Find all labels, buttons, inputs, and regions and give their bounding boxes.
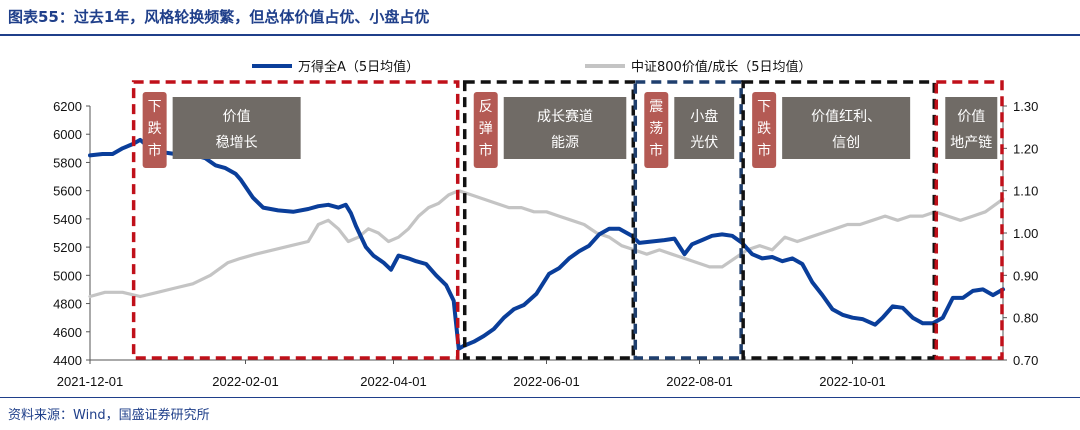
theme-label-line: 价值 (223, 109, 251, 125)
x-tick-label: 2022-10-01 (819, 374, 886, 389)
x-tick-label: 2022-06-01 (513, 374, 580, 389)
trend-label-char: 下 (757, 99, 771, 115)
theme-label-line: 地产链 (950, 135, 992, 151)
legend-label: 万得全A（5日均值） (298, 59, 419, 75)
theme-label-line: 能源 (551, 135, 579, 151)
series-line-wind-all-a (88, 137, 1005, 351)
trend-label-char: 市 (757, 142, 771, 159)
source-note: 资料来源：Wind，国盛证券研究所 (8, 408, 210, 423)
theme-label-box (674, 97, 735, 159)
phase-box (741, 80, 937, 360)
trend-label-box (752, 92, 777, 168)
trend-label-char: 荡 (649, 121, 663, 137)
y-left-tick-label: 5800 (53, 155, 82, 170)
theme-label-line: 价值红利、 (811, 109, 881, 125)
trend-label-char: 市 (649, 142, 663, 159)
y-right-tick-label: 0.90 (1013, 268, 1038, 283)
phase-box (131, 80, 460, 360)
x-tick-label: 2021-12-01 (57, 374, 124, 389)
theme-label-box (503, 97, 627, 159)
legend: 万得全A（5日均值） 中证800价值/成长（5日均值） (252, 59, 811, 75)
theme-label-line: 小盘 (690, 108, 718, 125)
phase-box (633, 80, 743, 360)
y-right-tick-label: 0.80 (1013, 311, 1038, 326)
theme-label-line: 信创 (832, 135, 860, 151)
trend-label-char: 震 (649, 99, 663, 115)
y-left-tick-label: 5600 (53, 184, 82, 199)
y-left-tick-label: 5400 (53, 212, 82, 227)
theme-label-line: 光伏 (690, 135, 718, 151)
series-line-csi800-value-growth (88, 189, 1005, 299)
y-left-tick-label: 5200 (53, 240, 82, 255)
trend-label-box (142, 92, 167, 168)
y-left-tick-label: 6200 (53, 99, 82, 114)
chart-title: 图表55：过去1年，风格轮换频繁，但总体价值占优、小盘占优 (8, 8, 430, 26)
y-left-tick-label: 5000 (53, 268, 82, 283)
y-left-tick-label: 4400 (53, 353, 82, 368)
trend-label-char: 反 (479, 99, 493, 115)
legend-label: 中证800价值/成长（5日均值） (631, 59, 811, 75)
theme-label-box (782, 97, 911, 159)
y-right-tick-label: 1.20 (1013, 141, 1038, 156)
phase-box (934, 80, 1004, 360)
y-right-tick-label: 1.30 (1013, 99, 1038, 114)
chart-canvas: 4400 4600 4800 5000 5200 5400 5600 5800 6000 6200… (53, 59, 1038, 389)
theme-label-line: 价值 (957, 109, 985, 125)
trend-label-char: 市 (479, 142, 493, 159)
footer-rule (0, 397, 1080, 398)
y-left-tick-label: 6000 (53, 127, 82, 142)
theme-label-line: 稳增长 (216, 135, 258, 151)
x-tick-label: 2022-02-01 (212, 374, 279, 389)
theme-label-box (172, 97, 301, 159)
trend-label-char: 下 (148, 99, 162, 115)
y-right-tick-label: 0.70 (1013, 353, 1038, 368)
trend-label-box (644, 92, 669, 168)
trend-label-char: 市 (148, 142, 162, 159)
trend-label-char: 跌 (757, 121, 771, 137)
y-left-tick-label: 4600 (53, 325, 82, 340)
trend-label-box (473, 92, 498, 168)
x-tick-label: 2022-04-01 (360, 374, 427, 389)
y-right-tick-label: 1.10 (1013, 184, 1038, 199)
phase-box (462, 80, 636, 360)
axes-layer: 4400 4600 4800 5000 5200 5400 5600 5800 6000 6200… (53, 99, 1038, 389)
theme-label-box (945, 97, 998, 159)
title-rule (0, 34, 1080, 36)
trend-label-char: 弹 (479, 121, 493, 137)
y-left-tick-label: 4800 (53, 297, 82, 312)
series-layer (88, 137, 1005, 351)
y-right-tick-label: 1.00 (1013, 226, 1038, 241)
x-tick-label: 2022-08-01 (666, 374, 733, 389)
trend-label-char: 跌 (148, 121, 162, 137)
theme-label-line: 成长赛道 (537, 109, 593, 125)
